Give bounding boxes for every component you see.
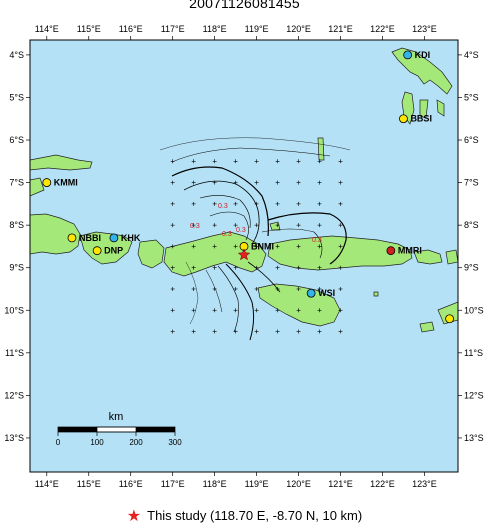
epicenter	[237, 248, 251, 261]
x-tick-label-top: 115°E	[77, 24, 101, 34]
y-tick-label-right: 9°S	[464, 263, 479, 273]
scale-bar: km 0 100 200 300	[56, 411, 182, 447]
y-tick-label-left: 12°S	[4, 390, 24, 400]
x-tick-label-top: 123°E	[412, 24, 437, 34]
land-masses	[29, 47, 459, 333]
x-tick-label-bottom: 119°E	[245, 479, 269, 489]
map-title: 20071126081455	[189, 0, 300, 11]
contour-label: 0.3	[218, 203, 228, 210]
x-tick-label-top: 119°E	[245, 24, 269, 34]
station-label: BBSI	[410, 114, 432, 124]
x-tick-label-bottom: 120°E	[286, 479, 311, 489]
y-tick-label-left: 8°S	[9, 220, 24, 230]
station-label: MMRI	[398, 246, 422, 256]
station-label: DNP	[104, 246, 123, 256]
x-tick-label-bottom: 123°E	[412, 479, 437, 489]
x-tick-label-top: 117°E	[161, 24, 185, 34]
station-label: NBBI	[79, 233, 101, 243]
y-tick-label-right: 8°S	[464, 220, 479, 230]
contour-lines	[159, 137, 351, 341]
contour-label: 0.3	[236, 227, 246, 234]
y-tick-label-right: 7°S	[464, 178, 479, 188]
scale-tick-100: 100	[90, 438, 104, 447]
contour-label: 0.3	[222, 231, 232, 238]
station-marker	[386, 246, 396, 256]
x-tick-label-top: 122°E	[370, 24, 395, 34]
x-tick-label-top: 121°E	[328, 24, 353, 34]
station-marker	[306, 288, 316, 298]
x-tick-label-top: 120°E	[286, 24, 311, 34]
scale-tick-300: 300	[168, 438, 182, 447]
y-tick-label-right: 13°S	[464, 433, 484, 443]
station-marker	[445, 314, 455, 324]
map-frame	[29, 39, 459, 473]
contour-label: 0.3	[190, 223, 200, 230]
x-tick-label-top: 114°E	[35, 24, 59, 34]
x-tick-label-bottom: 115°E	[77, 479, 101, 489]
y-tick-label-right: 10°S	[464, 305, 484, 315]
y-tick-label-left: 9°S	[9, 263, 24, 273]
y-tick-label-right: 12°S	[464, 390, 484, 400]
station-marker	[67, 233, 77, 243]
y-tick-label-right: 5°S	[464, 92, 479, 102]
x-tick-label-bottom: 118°E	[203, 479, 227, 489]
scale-tick-0: 0	[56, 438, 61, 447]
station-marker	[109, 233, 119, 243]
y-tick-label-left: 13°S	[4, 433, 24, 443]
contour-label: 0.3	[312, 237, 322, 244]
station-label: KMMI	[54, 178, 78, 188]
stations: KDI BBSI KMMI NBBI KHK DNP BNMI MMRI WSI	[42, 50, 455, 324]
station-marker	[399, 114, 408, 124]
y-tick-label-left: 7°S	[9, 178, 24, 188]
station-label: KHK	[121, 233, 141, 243]
y-tick-label-right: 4°S	[464, 50, 479, 60]
station-label: BNMI	[251, 241, 274, 251]
epicenter-star-icon	[237, 248, 251, 261]
station-marker	[403, 50, 413, 60]
scale-bar-title: km	[109, 411, 124, 423]
x-tick-label-bottom: 114°E	[35, 479, 59, 489]
contour-labels: 0.3 0.3 0.3 0.3 0.3	[190, 203, 322, 244]
y-tick-label-left: 10°S	[4, 305, 24, 315]
grid-plus-marks	[170, 159, 343, 334]
x-tick-label-bottom: 121°E	[328, 479, 353, 489]
x-tick-label-bottom: 116°E	[119, 479, 143, 489]
legend-caption: ★ This study (118.70 E, -8.70 N, 10 km)	[0, 506, 489, 526]
x-tick-label-top: 116°E	[119, 24, 143, 34]
y-tick-label-left: 11°S	[5, 348, 24, 358]
x-tick-label-bottom: 122°E	[370, 479, 395, 489]
station-marker	[42, 178, 52, 187]
y-tick-label-left: 5°S	[9, 92, 24, 102]
y-tick-label-left: 6°S	[9, 135, 24, 145]
y-tick-label-right: 6°S	[464, 135, 479, 145]
scale-tick-200: 200	[129, 438, 143, 447]
x-tick-label-bottom: 117°E	[161, 479, 185, 489]
station-label: WSI	[318, 288, 335, 298]
caption-text: This study (118.70 E, -8.70 N, 10 km)	[147, 508, 363, 523]
map-axes: 114°E 114°E 115°E 115°E 116°E 116°E 117°E 117°E…	[4, 24, 483, 489]
x-tick-label-top: 118°E	[203, 24, 227, 34]
star-icon: ★	[126, 508, 142, 525]
y-tick-label-left: 4°S	[9, 50, 24, 60]
station-marker	[92, 246, 102, 256]
station-label: KDI	[415, 50, 431, 60]
y-tick-label-right: 11°S	[464, 348, 483, 358]
